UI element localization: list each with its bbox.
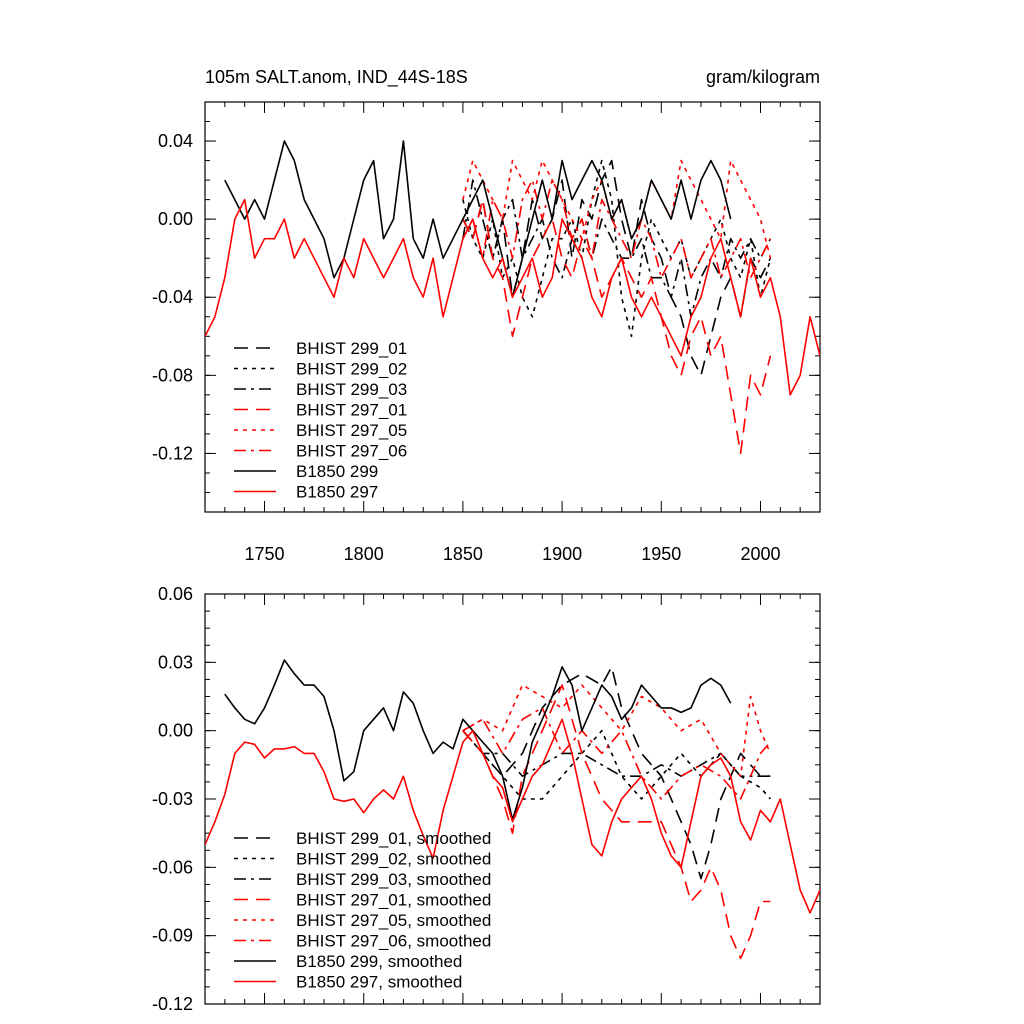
legend-label-6: BHIST 297_06 <box>296 442 407 461</box>
x-tick-label: 1850 <box>443 544 483 564</box>
series-line-8 <box>205 718 820 914</box>
series-line-8 <box>205 198 820 396</box>
legend-label-2: BHIST 299_02, smoothed <box>296 850 491 869</box>
series-line-7 <box>224 659 732 821</box>
y-tick-label: 0.00 <box>158 209 193 229</box>
x-tick-label: 1900 <box>542 544 582 564</box>
axis-ticks <box>205 593 820 1005</box>
series-lines <box>205 140 820 455</box>
y-tick-label: -0.03 <box>152 789 193 809</box>
y-tick-label: -0.12 <box>152 994 193 1014</box>
y-tick-label: -0.04 <box>152 287 193 307</box>
legend-label-4: BHIST 297_01, smoothed <box>296 891 491 910</box>
legend-label-5: BHIST 297_05, smoothed <box>296 911 491 930</box>
legend-label-3: BHIST 299_03, smoothed <box>296 870 491 889</box>
y-tick-label: 0.06 <box>158 584 193 604</box>
legend-label-7: B1850 299 <box>296 462 378 481</box>
x-tick-label: 2000 <box>740 544 780 564</box>
series-line-4 <box>462 198 772 455</box>
top-chart: 105m SALT.anom, IND_44S-18S gram/kilogra… <box>152 67 821 564</box>
legend-label-2: BHIST 299_02 <box>296 360 407 379</box>
y-tick-label: 0.00 <box>158 721 193 741</box>
series-lines <box>205 659 820 960</box>
y-tick-label: -0.09 <box>152 926 193 946</box>
y-tick-label: -0.08 <box>152 365 193 385</box>
axis-ticks <box>205 101 820 513</box>
y-tick-label: -0.06 <box>152 857 193 877</box>
series-line-5 <box>462 684 772 777</box>
legend-label-4: BHIST 297_01 <box>296 401 407 420</box>
legend-label-6: BHIST 297_06, smoothed <box>296 932 491 951</box>
legend-label-1: BHIST 299_01, smoothed <box>296 829 491 848</box>
legend-label-5: BHIST 297_05 <box>296 421 407 440</box>
x-tick-label: 1750 <box>244 544 284 564</box>
legend-label-1: BHIST 299_01 <box>296 339 407 358</box>
series-line-6 <box>462 179 772 279</box>
axis-tick-labels: 0.06 0.03 0.00 -0.03 -0.06 -0.09 -0.12 <box>152 584 193 1014</box>
x-tick-label: 1950 <box>641 544 681 564</box>
chart-units: gram/kilogram <box>706 67 820 87</box>
series-line-1 <box>462 666 771 880</box>
series-line-7 <box>224 140 732 298</box>
plot-frame <box>204 101 821 513</box>
x-tick-label: 1800 <box>344 544 384 564</box>
series-line-3 <box>462 179 772 318</box>
axis-tick-labels: 1750 1800 1850 1900 1950 2000 0.04 0.00 -0.04 -0.… <box>152 131 781 564</box>
legend-label-8: B1850 297 <box>296 483 378 502</box>
chart-title: 105m SALT.anom, IND_44S-18S <box>205 67 468 88</box>
legend-label-3: BHIST 299_03 <box>296 380 407 399</box>
legend-label-8: B1850 297, smoothed <box>296 973 462 992</box>
y-tick-label: 0.04 <box>158 131 193 151</box>
y-tick-label: 0.03 <box>158 652 193 672</box>
legend-label-7: B1850 299, smoothed <box>296 952 462 971</box>
legend: BHIST 299_01, smoothed BHIST 299_02, smoo… <box>234 829 491 992</box>
bottom-chart: 0.06 0.03 0.00 -0.03 -0.06 -0.09 -0.12 BHIST 2… <box>152 584 821 1014</box>
y-tick-label: -0.12 <box>152 443 193 463</box>
series-line-6 <box>462 707 772 800</box>
